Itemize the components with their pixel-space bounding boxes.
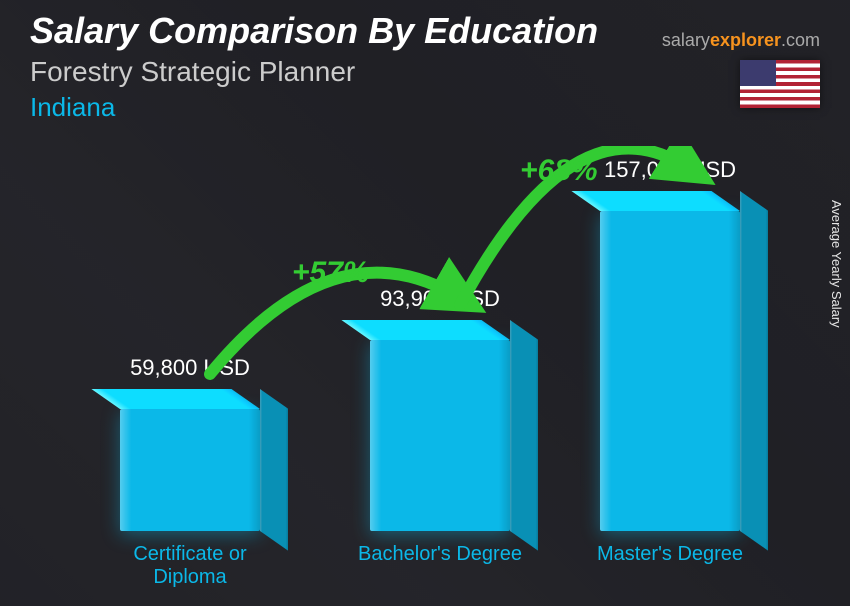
page-title: Salary Comparison By Education	[30, 10, 598, 52]
bar-value: 59,800 USD	[130, 355, 250, 381]
source-credit: salaryexplorer.com	[662, 30, 820, 51]
bar: 157,000 USD	[600, 211, 740, 531]
bar-label: Master's Degree	[580, 543, 760, 566]
bar-value: 157,000 USD	[604, 157, 736, 183]
bar: 59,800 USD	[120, 409, 260, 531]
us-flag-icon	[740, 60, 820, 108]
bar-group: 157,000 USDMaster's Degree	[600, 211, 740, 531]
bar-group: 93,900 USDBachelor's Degree	[370, 340, 510, 531]
source-part1: salary	[662, 30, 710, 50]
job-title: Forestry Strategic Planner	[30, 56, 598, 88]
source-part3: .com	[781, 30, 820, 50]
y-axis-label: Average Yearly Salary	[829, 200, 844, 328]
bar-label: Bachelor's Degree	[350, 543, 530, 566]
bar: 93,900 USD	[370, 340, 510, 531]
bar-group: 59,800 USDCertificate or Diploma	[120, 409, 260, 531]
bar-label: Certificate or Diploma	[100, 543, 280, 589]
bar-value: 93,900 USD	[380, 286, 500, 312]
region-label: Indiana	[30, 92, 598, 123]
bar-chart: 59,800 USDCertificate or Diploma93,900 U…	[0, 146, 820, 586]
source-part2: explorer	[710, 30, 781, 50]
percent-increase-label: +68%	[520, 154, 598, 188]
header: Salary Comparison By Education Forestry …	[30, 10, 598, 123]
percent-increase-label: +57%	[292, 256, 370, 290]
